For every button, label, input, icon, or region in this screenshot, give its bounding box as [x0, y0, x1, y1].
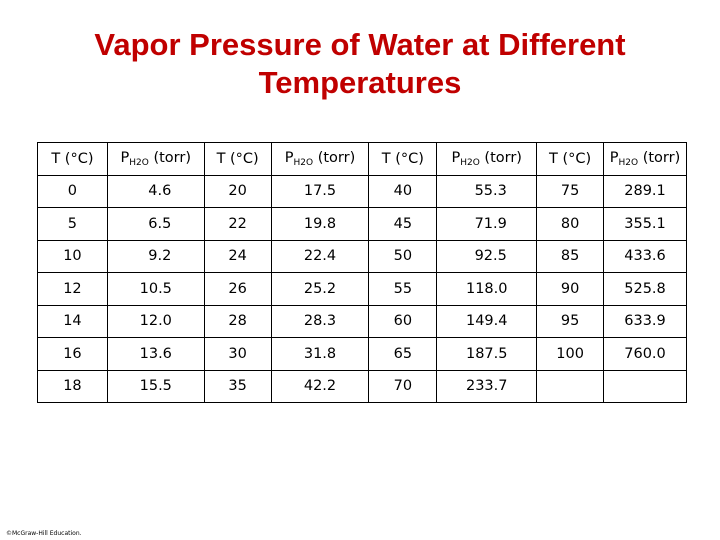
pressure-cell: 633.9: [603, 304, 687, 338]
temp-cell: 30: [203, 337, 272, 371]
pressure-cell: [603, 369, 687, 403]
pressure-cell: 55.3: [436, 174, 538, 208]
temp-cell: 20: [203, 174, 272, 208]
pressure-cell: 12.0: [106, 304, 205, 338]
temp-cell: 80: [536, 207, 605, 241]
table-row: 18 15.5 35 42.2 70 233.7: [37, 369, 687, 403]
header-temp: T (°C): [368, 142, 438, 176]
pressure-cell: 13.6: [106, 337, 205, 371]
table-row: 14 12.0 28 28.3 60 149.4 95 633.9: [37, 304, 687, 338]
pressure-cell: 433.6: [603, 239, 687, 273]
header-pressure: PH2O (torr): [603, 142, 687, 176]
temp-cell: 14: [37, 304, 108, 338]
pressure-cell: 760.0: [603, 337, 687, 371]
temp-cell: 55: [368, 272, 438, 306]
pressure-cell: 233.7: [436, 369, 538, 403]
page-title: Vapor Pressure of Water at Different Tem…: [0, 26, 720, 102]
temp-cell: 26: [203, 272, 272, 306]
pressure-cell: 25.2: [270, 272, 370, 306]
pressure-cell: 118.0: [436, 272, 538, 306]
header-pressure: PH2O (torr): [436, 142, 538, 176]
table-row: 16 13.6 30 31.8 65 187.5 100 760.0: [37, 337, 687, 371]
table-row: 0 4.6 20 17.5 40 55.3 75 289.1: [37, 174, 687, 208]
temp-cell: 95: [536, 304, 605, 338]
temp-cell: 70: [368, 369, 438, 403]
header-temp: T (°C): [203, 142, 272, 176]
temp-cell: 40: [368, 174, 438, 208]
table-row: 12 10.5 26 25.2 55 118.0 90 525.8: [37, 272, 687, 306]
pressure-cell: 9.2: [106, 239, 205, 273]
temp-cell: 5: [37, 207, 108, 241]
pressure-cell: 15.5: [106, 369, 205, 403]
temp-cell: 100: [536, 337, 605, 371]
temp-cell: 65: [368, 337, 438, 371]
pressure-cell: 22.4: [270, 239, 370, 273]
copyright-notice: ©McGraw-Hill Education.: [6, 530, 82, 537]
temp-cell: [536, 369, 605, 403]
header-pressure: PH2O (torr): [270, 142, 370, 176]
header-pressure: PH2O (torr): [106, 142, 205, 176]
temp-cell: 22: [203, 207, 272, 241]
pressure-cell: 28.3: [270, 304, 370, 338]
header-temp: T (°C): [37, 142, 108, 176]
title-line-1: Vapor Pressure of Water at Different: [94, 27, 626, 62]
table-row: 5 6.5 22 19.8 45 71.9 80 355.1: [37, 207, 687, 241]
temp-cell: 18: [37, 369, 108, 403]
pressure-cell: 71.9: [436, 207, 538, 241]
pressure-cell: 17.5: [270, 174, 370, 208]
temp-cell: 12: [37, 272, 108, 306]
vapor-pressure-table: T (°C) PH2O (torr) T (°C) PH2O (torr) T …: [37, 142, 687, 403]
pressure-cell: 355.1: [603, 207, 687, 241]
pressure-cell: 31.8: [270, 337, 370, 371]
pressure-cell: 187.5: [436, 337, 538, 371]
pressure-cell: 42.2: [270, 369, 370, 403]
temp-cell: 24: [203, 239, 272, 273]
pressure-cell: 10.5: [106, 272, 205, 306]
temp-cell: 90: [536, 272, 605, 306]
pressure-cell: 525.8: [603, 272, 687, 306]
temp-cell: 50: [368, 239, 438, 273]
pressure-cell: 19.8: [270, 207, 370, 241]
pressure-cell: 6.5: [106, 207, 205, 241]
pressure-cell: 4.6: [106, 174, 205, 208]
header-temp: T (°C): [536, 142, 605, 176]
temp-cell: 0: [37, 174, 108, 208]
pressure-cell: 289.1: [603, 174, 687, 208]
temp-cell: 28: [203, 304, 272, 338]
temp-cell: 85: [536, 239, 605, 273]
temp-cell: 16: [37, 337, 108, 371]
pressure-cell: 149.4: [436, 304, 538, 338]
table-row: 10 9.2 24 22.4 50 92.5 85 433.6: [37, 239, 687, 273]
temp-cell: 60: [368, 304, 438, 338]
header-row: T (°C) PH2O (torr) T (°C) PH2O (torr) T …: [37, 142, 687, 176]
pressure-cell: 92.5: [436, 239, 538, 273]
title-line-2: Temperatures: [258, 65, 462, 100]
temp-cell: 35: [203, 369, 272, 403]
temp-cell: 10: [37, 239, 108, 273]
temp-cell: 45: [368, 207, 438, 241]
temp-cell: 75: [536, 174, 605, 208]
